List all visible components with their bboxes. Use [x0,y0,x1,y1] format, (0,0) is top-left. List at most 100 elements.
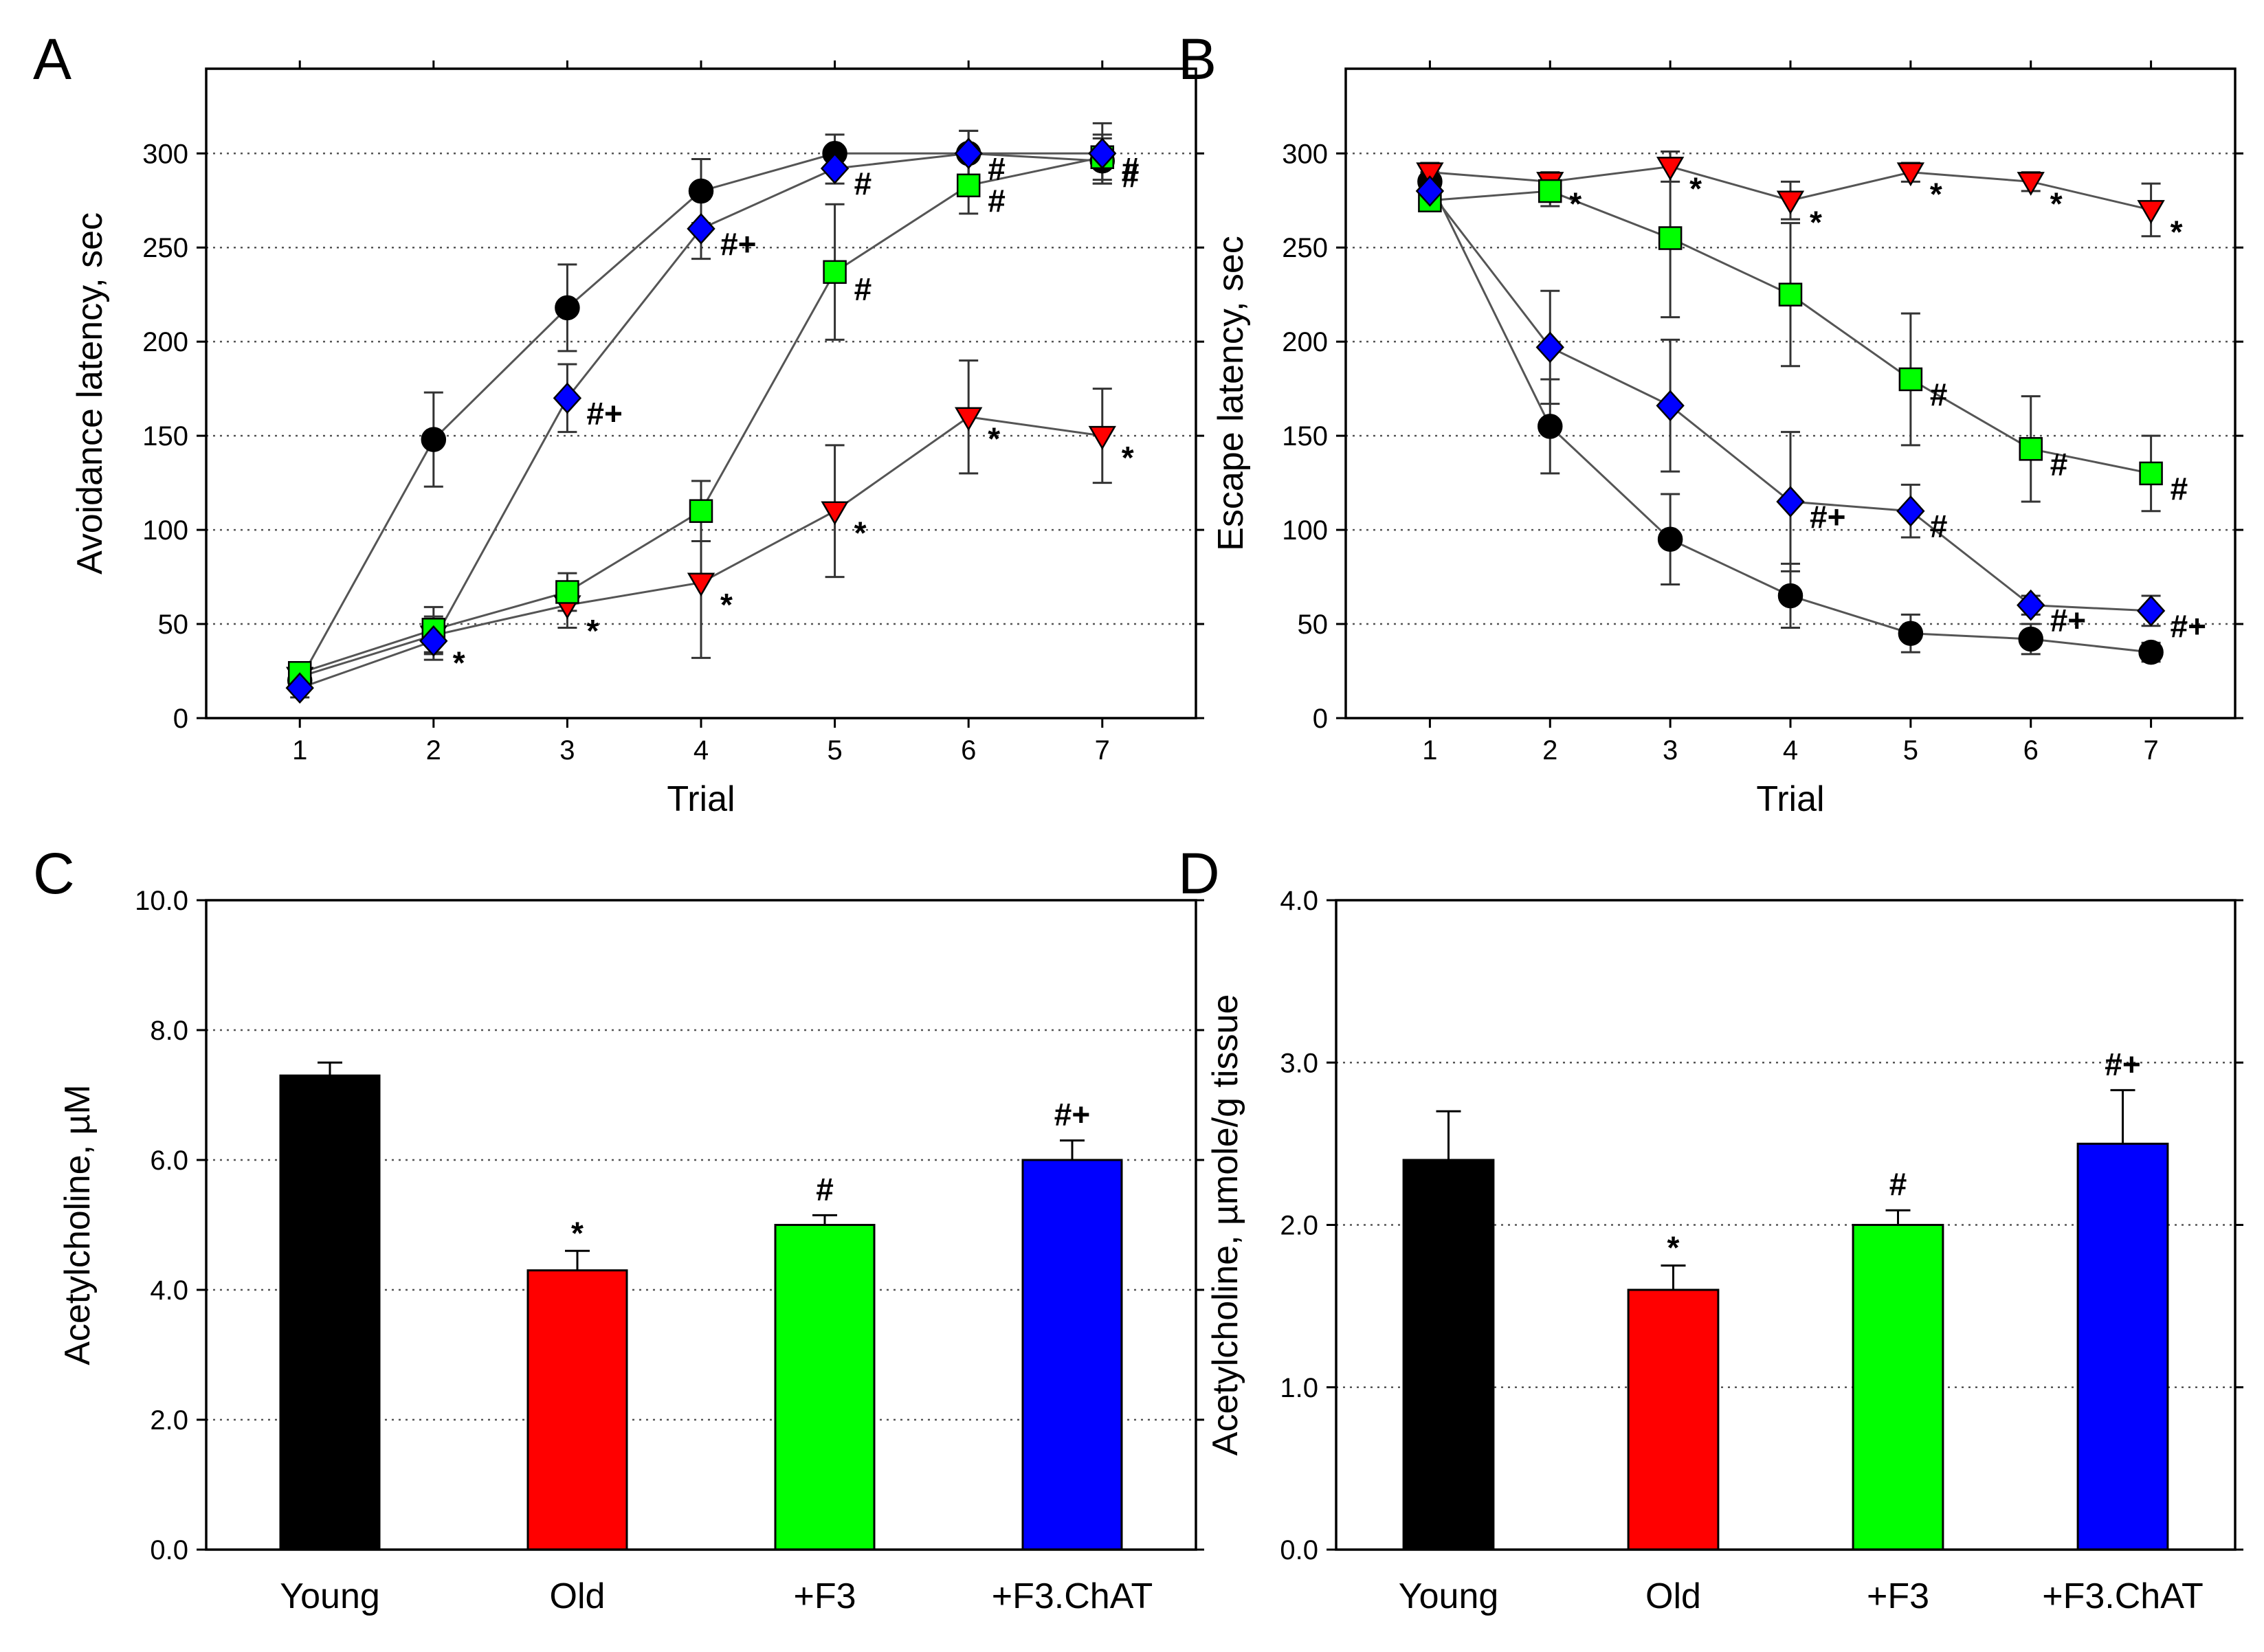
category-label: +F3.ChAT [2042,1576,2204,1616]
x-tick-label: 6 [961,735,976,766]
data-point [1777,583,1804,609]
y-axis-title: Acetylcholine, µM [58,1084,98,1365]
annotation: #+ [1810,499,1845,535]
data-point [2017,589,2045,621]
x-axis-title: Trial [1756,779,1824,819]
x-tick-label: 2 [1542,735,1557,766]
y-tick-label: 150 [1282,421,1328,451]
annotation: * [571,1215,584,1251]
category-label: +F3 [793,1576,856,1616]
x-tick-label: 1 [1422,735,1437,766]
data-point [2019,437,2043,461]
data-point [687,572,715,597]
data-point [555,580,579,604]
annotation: #+ [2050,603,2086,638]
y-axis-title: Acetylcholine, µmole/g tissue [1206,994,1245,1456]
y-tick-label: 100 [142,515,188,546]
data-point [553,382,582,414]
y-tick-label: 150 [142,421,188,451]
annotation: * [988,421,1000,457]
y-tick-label: 10.0 [135,886,188,916]
bar-f3-chat [1021,1159,1123,1551]
data-point [1415,175,1445,207]
x-tick-label: 4 [693,735,709,766]
annotation: #+ [720,226,756,262]
y-tick-label: 3.0 [1280,1048,1318,1078]
annotation: # [854,271,872,307]
annotation: # [988,150,1006,186]
x-tick-label: 6 [2023,735,2039,766]
annotation: * [720,587,733,623]
annotation: * [2171,214,2183,249]
bar-young [279,1074,381,1551]
x-tick-label: 2 [426,735,441,766]
data-point [1656,390,1685,422]
data-point [1896,162,1925,187]
annotation: * [854,515,867,551]
annotation: # [2171,471,2188,506]
y-tick-label: 6.0 [150,1146,188,1176]
data-point [956,173,981,198]
data-point [1658,226,1683,250]
annotation: * [1667,1230,1680,1266]
y-tick-label: 250 [1282,233,1328,263]
category-label: Old [1645,1576,1701,1616]
y-tick-label: 1.0 [1280,1373,1318,1403]
data-point [689,499,713,523]
data-point [2137,200,2165,224]
y-axis-title: Avoidance latency, sec [70,212,110,574]
annotation: * [1689,170,1702,206]
data-point [823,260,847,284]
annotation: #+ [2171,608,2206,644]
data-point [285,672,314,704]
annotation: # [2050,446,2068,482]
panel-letter: C [33,841,75,906]
x-tick-label: 5 [1903,735,1918,766]
y-tick-label: 300 [142,139,188,169]
annotation: # [854,166,872,201]
annotation: * [453,645,465,681]
plot-frame [205,899,1197,1551]
plot-frame [205,67,1197,719]
x-axis-title: Trial [667,779,735,819]
bar-f3 [1852,1224,1944,1551]
annotation: * [1569,186,1582,221]
annotation: # [1889,1166,1907,1202]
data-point [954,137,983,170]
data-point [688,178,714,204]
y-tick-label: 2.0 [150,1405,188,1436]
y-tick-label: 0 [1313,704,1328,734]
data-point [1535,331,1564,364]
bar-young [1402,1159,1495,1551]
category-label: Young [280,1576,380,1616]
bar-old [1627,1288,1720,1551]
category-label: Young [1399,1576,1499,1616]
data-point [1776,190,1805,215]
data-point [1538,414,1563,439]
panel-c: C 0.0 2.0 4.0 6.0 8.0 10.0 Acetylcholine, µM You… [33,841,1204,1616]
y-tick-label: 4.0 [1280,886,1318,916]
data-point [1778,282,1803,306]
annotation: #+ [1054,1097,1090,1132]
data-point [1538,179,1562,203]
x-tick-label: 5 [827,735,842,766]
x-tick-label: 4 [1783,735,1798,766]
annotation: # [1930,509,1948,544]
data-point [821,501,849,526]
category-label: Old [550,1576,606,1616]
data-point [2136,595,2166,627]
annotation: #+ [2105,1046,2140,1082]
annotation: # [988,183,1006,219]
y-axis-title: Escape latency, sec [1211,236,1251,551]
panel-letter: B [1178,27,1217,91]
y-tick-label: 100 [1282,515,1328,546]
bar-old [526,1269,628,1551]
bar-f3-chat [2076,1142,2169,1551]
y-tick-label: 0.0 [150,1535,188,1565]
annotation: # [1122,158,1140,194]
y-tick-label: 0.0 [1280,1535,1318,1565]
annotation: * [1930,177,1942,212]
x-tick-label: 7 [1095,735,1110,766]
annotation: * [586,613,599,649]
data-point [1088,425,1116,450]
